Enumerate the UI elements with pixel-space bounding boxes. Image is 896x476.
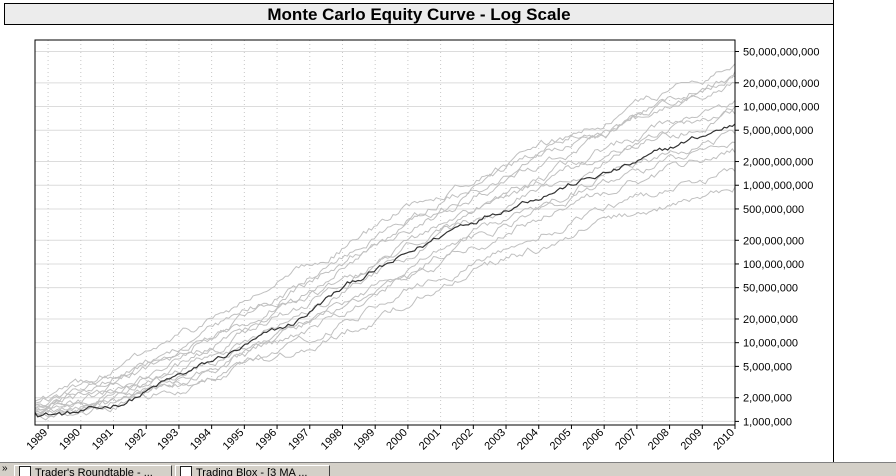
y-tick-label: 5,000,000,000 (743, 125, 813, 137)
browser-window-icon (19, 466, 31, 476)
x-tick-label: 1992 (123, 427, 149, 453)
x-tick-label: 2008 (646, 427, 672, 453)
grid-layer (35, 40, 736, 425)
y-tick-label: 50,000,000 (743, 283, 798, 295)
y-tick-label: 500,000,000 (743, 204, 804, 216)
windows-taskbar: » Trader's Roundtable - ... Trading Blox… (0, 462, 896, 476)
x-tick-label: 1998 (319, 427, 345, 453)
highlight-equity-curve (34, 123, 736, 418)
simulation-equity-curve (34, 71, 736, 404)
y-tick-label: 1,000,000 (743, 416, 792, 428)
y-tick-label: 5,000,000 (743, 361, 792, 373)
taskbar-item-label: Trading Blox - [3 MA ... (196, 467, 308, 476)
chart-window: Monte Carlo Equity Curve - Log Scale 1,0… (4, 0, 834, 462)
x-axis: 1989 1990 1991 1992 1993 1994 1995 1996 1997 1998… (24, 425, 737, 452)
chart-title: Monte Carlo Equity Curve - Log Scale (267, 5, 571, 24)
simulation-equity-curve (34, 74, 736, 407)
simulation-equity-curve (34, 109, 736, 411)
y-tick-label: 10,000,000 (743, 338, 798, 350)
simulation-equity-curve (34, 167, 736, 418)
simulation-equity-curve (34, 186, 736, 421)
y-axis: 1,000,000 2,000,000 5,000,000 10,000,000 20,… (735, 47, 819, 428)
x-tick-label: 2004 (515, 427, 541, 453)
simulation-equity-curve (34, 99, 736, 409)
x-tick-label: 2000 (384, 427, 410, 453)
y-tick-label: 100,000,000 (743, 259, 804, 271)
x-tick-label: 2002 (450, 427, 476, 453)
plot-frame (34, 39, 736, 426)
taskbar-item-trading-blox[interactable]: Trading Blox - [3 MA ... (175, 465, 330, 476)
x-tick-label: 1999 (352, 427, 378, 453)
x-tick-label: 1993 (155, 427, 181, 453)
y-tick-label: 2,000,000 (743, 393, 792, 405)
y-tick-label: 20,000,000,000 (743, 78, 819, 90)
simulation-equity-curve (34, 106, 736, 411)
simulation-curves (34, 63, 736, 421)
x-tick-label: 2005 (548, 427, 574, 453)
equity-curve-chart: 1,000,000 2,000,000 5,000,000 10,000,000 20,… (24, 39, 819, 452)
x-tick-label: 1990 (57, 427, 83, 453)
y-tick-label: 200,000,000 (743, 235, 804, 247)
y-tick-label: 10,000,000,000 (743, 102, 819, 114)
x-tick-label: 2006 (580, 427, 606, 453)
simulation-equity-curve (34, 63, 736, 402)
simulation-equity-curve (34, 141, 736, 414)
app-window-icon (180, 466, 192, 476)
y-tick-label: 2,000,000,000 (743, 157, 813, 169)
highlight-curve-layer (34, 123, 736, 418)
y-tick-label: 20,000,000 (743, 314, 798, 326)
x-tick-label: 1995 (221, 427, 247, 453)
x-tick-label: 1996 (253, 427, 279, 453)
simulation-equity-curve (34, 129, 736, 415)
x-tick-label: 2007 (613, 427, 639, 453)
simulation-equity-curve (34, 147, 736, 416)
x-tick-label: 2010 (711, 427, 737, 453)
x-tick-label: 2009 (679, 427, 705, 453)
y-tick-label: 50,000,000,000 (743, 47, 819, 59)
y-tick-label: 1,000,000,000 (743, 180, 813, 192)
x-tick-label: 1991 (90, 427, 116, 453)
x-tick-label: 2001 (417, 427, 443, 453)
x-tick-label: 2003 (482, 427, 508, 453)
chart-title-bar: Monte Carlo Equity Curve - Log Scale (4, 3, 833, 25)
x-tick-label: 1994 (188, 427, 214, 453)
taskbar-item-traders-roundtable[interactable]: Trader's Roundtable - ... (14, 465, 172, 476)
x-tick-label: 1997 (286, 427, 312, 453)
x-tick-label: 1989 (24, 427, 50, 453)
simulation-equity-curve (34, 81, 736, 407)
taskbar-scroll-icon[interactable]: » (2, 463, 8, 474)
taskbar-item-label: Trader's Roundtable - ... (35, 467, 153, 476)
